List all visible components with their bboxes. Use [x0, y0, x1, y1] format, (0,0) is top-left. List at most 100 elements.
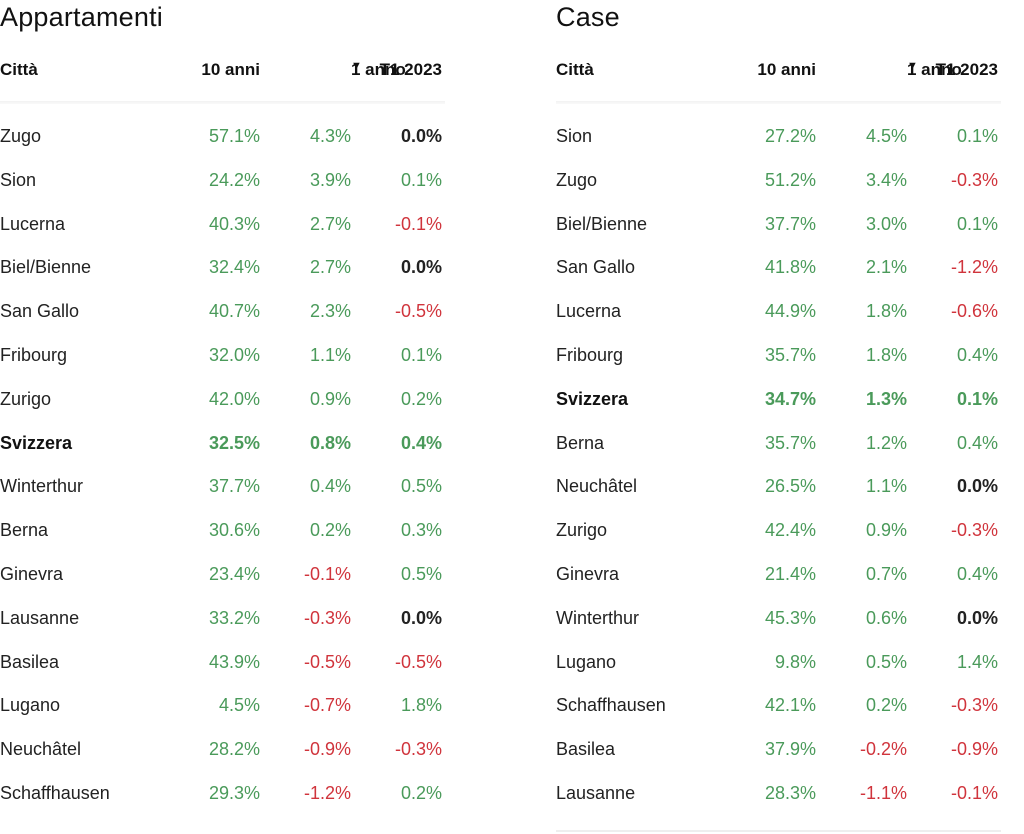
header-divider	[556, 101, 1001, 104]
one-year-cell: -0.1%	[303, 563, 351, 584]
city-cell: Fribourg	[556, 344, 624, 365]
quarter-cell: -0.9%	[950, 739, 998, 760]
table-row: Winterthur 45.3% 0.6% 0.0%	[556, 599, 1001, 643]
one-year-cell: -1.2%	[303, 782, 351, 803]
table-body: Zugo 57.1% 4.3% 0.0% Sion 24.2% 3.9% 0.1% Lucern…	[0, 117, 445, 818]
table-row: Lucerna 44.9% 1.8% -0.6%	[556, 292, 1001, 336]
city-cell: Basilea	[556, 739, 616, 760]
quarter-cell: -0.3%	[394, 739, 442, 760]
quarter-cell: 0.4%	[956, 344, 998, 365]
city-cell: Lausanne	[556, 782, 636, 803]
city-cell: Neuchâtel	[556, 476, 638, 497]
ten-years-cell: 29.3%	[208, 782, 260, 803]
ten-years-cell: 33.2%	[208, 607, 260, 628]
ten-years-cell: 45.3%	[764, 607, 816, 628]
one-year-cell: 1.1%	[309, 344, 351, 365]
quarter-cell: -0.5%	[394, 651, 442, 672]
ten-years-cell: 40.7%	[208, 301, 260, 322]
one-year-cell: 2.7%	[309, 213, 351, 234]
city-cell: Winterthur	[556, 607, 640, 628]
quarter-cell: 0.5%	[400, 476, 442, 497]
one-year-cell: 1.8%	[865, 344, 907, 365]
column-header-city[interactable]: Città	[0, 60, 38, 79]
table-row: Neuchâtel 28.2% -0.9% -0.3%	[0, 730, 445, 774]
column-header-city[interactable]: Città	[556, 60, 594, 79]
city-cell: San Gallo	[556, 257, 636, 278]
quarter-cell: 0.2%	[400, 782, 442, 803]
table-row: Neuchâtel 26.5% 1.1% 0.0%	[556, 467, 1001, 511]
table-row: Lugano 9.8% 0.5% 1.4%	[556, 643, 1001, 687]
quarter-cell: -0.3%	[950, 169, 998, 190]
table-title: Case	[556, 2, 620, 32]
city-cell: Sion	[0, 169, 37, 190]
city-cell: Berna	[556, 432, 605, 453]
ten-years-cell: 23.4%	[208, 563, 260, 584]
table-row: Lucerna 40.3% 2.7% -0.1%	[0, 205, 445, 249]
ten-years-cell: 37.7%	[208, 476, 260, 497]
ten-years-cell: 28.2%	[208, 739, 260, 760]
one-year-cell: 0.8%	[309, 432, 351, 453]
quarter-cell: -0.6%	[950, 301, 998, 322]
city-cell: Lucerna	[556, 301, 622, 322]
column-header-quarter[interactable]: T1 2023	[935, 60, 998, 79]
city-cell: Svizzera	[0, 432, 73, 453]
quarter-cell: -0.1%	[950, 782, 998, 803]
quarter-cell: 0.2%	[400, 388, 442, 409]
one-year-cell: 0.7%	[865, 563, 907, 584]
table-row: Sion 27.2% 4.5% 0.1%	[556, 117, 1001, 161]
one-year-cell: 1.8%	[865, 301, 907, 322]
table-row: Biel/Bienne 32.4% 2.7% 0.0%	[0, 248, 445, 292]
quarter-cell: 0.0%	[956, 607, 998, 628]
city-cell: Schaffhausen	[0, 782, 110, 803]
table-row: Lugano 4.5% -0.7% 1.8%	[0, 686, 445, 730]
quarter-cell: 0.4%	[400, 432, 442, 453]
one-year-cell: 0.6%	[865, 607, 907, 628]
ten-years-cell: 43.9%	[208, 651, 260, 672]
table-row: Berna 30.6% 0.2% 0.3%	[0, 511, 445, 555]
table-row: Svizzera 32.5% 0.8% 0.4%	[0, 424, 445, 468]
city-cell: Zurigo	[556, 520, 608, 541]
ten-years-cell: 41.8%	[764, 257, 816, 278]
ten-years-cell: 9.8%	[774, 651, 816, 672]
quarter-cell: 1.8%	[400, 695, 442, 716]
ten-years-cell: 28.3%	[764, 782, 816, 803]
ten-years-cell: 32.5%	[208, 432, 260, 453]
one-year-cell: 3.0%	[865, 213, 907, 234]
table-row: Zugo 57.1% 4.3% 0.0%	[0, 117, 445, 161]
ten-years-cell: 40.3%	[208, 213, 260, 234]
quarter-cell: -0.1%	[394, 213, 442, 234]
quarter-cell: 0.0%	[400, 607, 442, 628]
quarter-cell: 0.1%	[956, 388, 998, 409]
table-row: Ginevra 23.4% -0.1% 0.5%	[0, 555, 445, 599]
table-row: Zurigo 42.4% 0.9% -0.3%	[556, 511, 1001, 555]
ten-years-cell: 30.6%	[208, 520, 260, 541]
one-year-cell: -0.2%	[859, 739, 907, 760]
city-cell: Zurigo	[0, 388, 52, 409]
one-year-cell: 3.9%	[309, 169, 351, 190]
one-year-cell: 3.4%	[865, 169, 907, 190]
column-header-quarter[interactable]: T1 2023	[379, 60, 442, 79]
table-row: Lausanne 28.3% -1.1% -0.1%	[556, 774, 1001, 818]
table-row: San Gallo 41.8% 2.1% -1.2%	[556, 248, 1001, 292]
table-row: Basilea 37.9% -0.2% -0.9%	[556, 730, 1001, 774]
quarter-cell: 0.5%	[400, 563, 442, 584]
city-cell: Neuchâtel	[0, 739, 82, 760]
city-cell: Ginevra	[556, 563, 620, 584]
one-year-cell: 0.9%	[309, 388, 351, 409]
one-year-cell: 1.3%	[865, 388, 907, 409]
column-header-10-years[interactable]: 10 anni	[201, 60, 260, 79]
table-header: Città 10 anni ▼ 1 anno T1 2023	[0, 60, 445, 84]
ten-years-cell: 42.4%	[764, 520, 816, 541]
triangle-down-icon: ▼	[351, 60, 362, 72]
one-year-cell: -0.7%	[303, 695, 351, 716]
ten-years-cell: 57.1%	[208, 126, 260, 146]
quarter-cell: 0.1%	[400, 344, 442, 365]
ten-years-cell: 37.9%	[764, 739, 816, 760]
column-header-10-years[interactable]: 10 anni	[757, 60, 816, 79]
quarter-cell: 0.0%	[400, 126, 442, 146]
ten-years-cell: 37.7%	[764, 213, 816, 234]
city-cell: Schaffhausen	[556, 695, 666, 716]
column-header-1-year-label: 1 anno	[351, 60, 406, 79]
city-cell: Ginevra	[0, 563, 64, 584]
city-cell: Lugano	[0, 695, 61, 716]
